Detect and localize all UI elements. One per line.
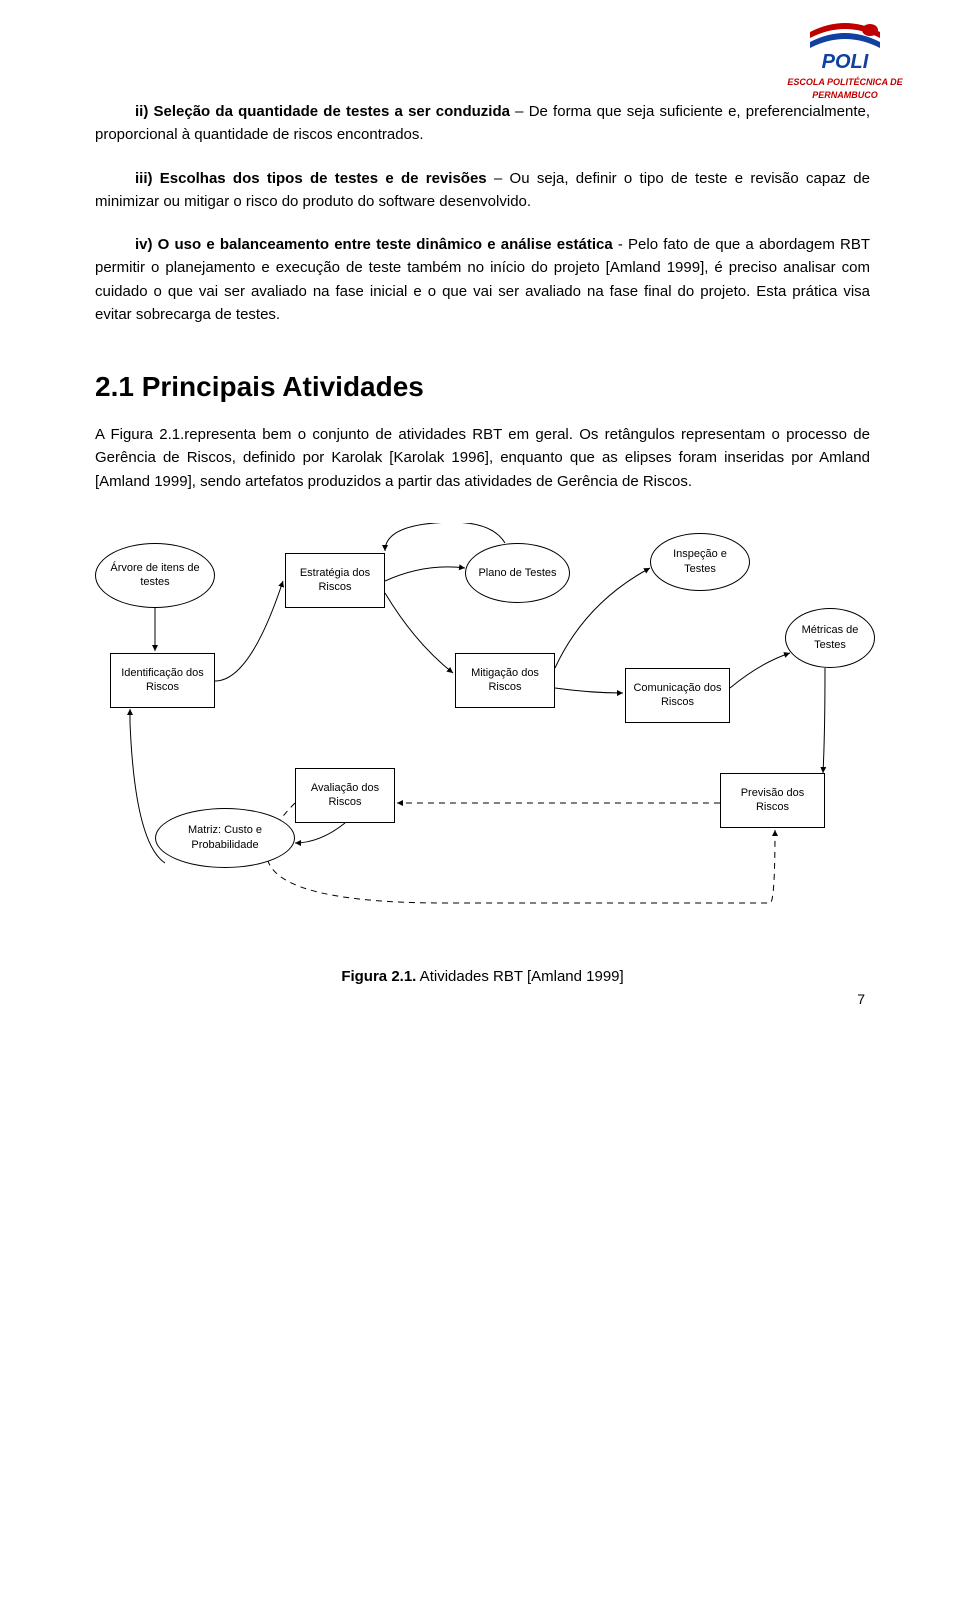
page-number: 7: [857, 991, 865, 1007]
figure-caption-text: Atividades RBT [Amland 1999]: [416, 968, 623, 985]
edge-3: [385, 523, 505, 551]
node-avalia: Avaliação dos Riscos: [295, 768, 395, 823]
figure-caption-bold: Figura 2.1.: [341, 968, 416, 985]
node-estrategia: Estratégia dos Riscos: [285, 553, 385, 608]
rbt-activities-diagram: Árvore de itens de testes Estratégia dos …: [95, 523, 870, 923]
paragraph-iv: iv) O uso e balanceamento entre teste di…: [95, 233, 870, 326]
node-previsao: Previsão dos Riscos: [720, 773, 825, 828]
logo-text: POLI: [822, 51, 869, 73]
edge-8: [823, 668, 825, 773]
node-identif: Identificação dos Riscos: [110, 653, 215, 708]
section-paragraph: A Figura 2.1.representa bem o conjunto d…: [95, 423, 870, 493]
node-inspecao: Inspeção e Testes: [650, 533, 750, 591]
paragraph-iii: iii) Escolhas dos tipos de testes e de r…: [95, 167, 870, 214]
poli-logo-icon: POLI: [800, 20, 890, 75]
edge-4: [385, 593, 453, 673]
edge-1: [215, 581, 283, 681]
logo-subtitle-1: ESCOLA POLITÉCNICA DE: [770, 77, 920, 88]
paragraph-ii: ii) Seleção da quantidade de testes a se…: [95, 100, 870, 147]
edge-6: [555, 688, 623, 693]
node-mitig: Mitigação dos Riscos: [455, 653, 555, 708]
para-ii-bold: ii) Seleção da quantidade de testes a se…: [135, 103, 510, 120]
logo-subtitle-2: PERNAMBUCO: [770, 90, 920, 101]
node-plano: Plano de Testes: [465, 543, 570, 603]
edge-5: [555, 568, 650, 668]
node-metricas: Métricas de Testes: [785, 608, 875, 668]
header-logo: POLI ESCOLA POLITÉCNICA DE PERNAMBUCO: [770, 20, 920, 101]
section-heading: 2.1 Principais Atividades: [95, 371, 870, 403]
edge-2: [385, 567, 465, 581]
edge-9: [295, 823, 345, 843]
node-arvore: Árvore de itens de testes: [95, 543, 215, 608]
figure-caption: Figura 2.1. Atividades RBT [Amland 1999]: [95, 968, 870, 985]
para-iv-bold: iv) O uso e balanceamento entre teste di…: [135, 236, 613, 253]
edge-7: [730, 653, 790, 688]
para-iii-bold: iii) Escolhas dos tipos de testes e de r…: [135, 170, 487, 187]
node-matriz: Matriz: Custo e Probabilidade: [155, 808, 295, 868]
node-comunic: Comunicação dos Riscos: [625, 668, 730, 723]
